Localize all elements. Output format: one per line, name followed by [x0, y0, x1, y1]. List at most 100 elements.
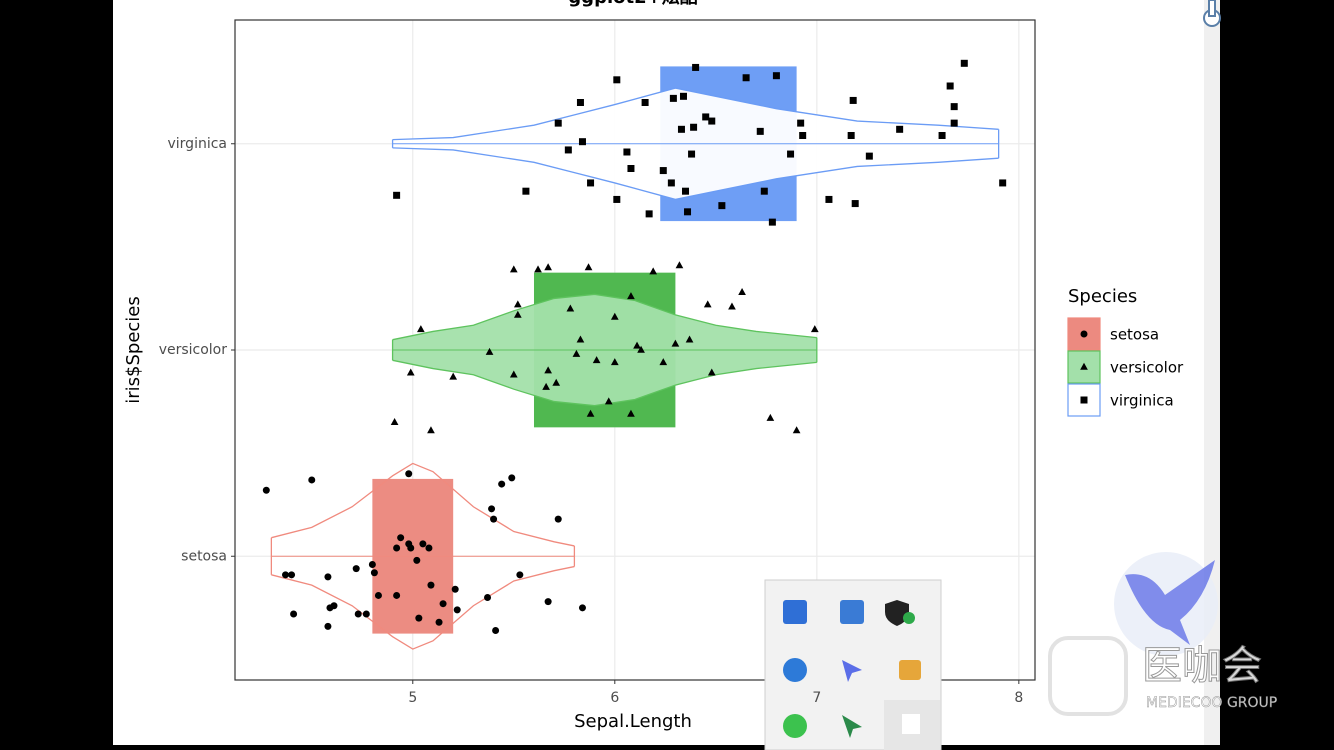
point — [738, 288, 746, 296]
point — [627, 165, 635, 172]
point — [451, 585, 459, 593]
point — [308, 476, 316, 484]
point — [419, 540, 427, 548]
x-tick-label: 6 — [610, 690, 619, 706]
y-axis-title: iris$Species — [123, 296, 144, 404]
point — [498, 480, 506, 488]
point — [702, 113, 710, 121]
legend-key — [1067, 317, 1101, 351]
violin-outline — [392, 293, 817, 341]
point — [262, 486, 270, 494]
point — [756, 127, 764, 135]
point — [576, 99, 584, 106]
point — [578, 604, 586, 612]
tray-icon[interactable] — [885, 600, 909, 626]
point — [649, 267, 658, 275]
point — [439, 600, 447, 608]
point — [637, 345, 645, 353]
point — [413, 556, 421, 564]
tray-icon[interactable] — [842, 660, 862, 682]
point — [354, 610, 362, 618]
tray-icon[interactable] — [783, 600, 807, 624]
point — [742, 74, 750, 82]
point — [627, 409, 635, 417]
point — [374, 591, 382, 599]
point — [427, 426, 435, 434]
logo-mark — [1048, 636, 1128, 716]
point — [587, 179, 595, 187]
point — [960, 59, 968, 67]
x-tick-label: 5 — [408, 690, 417, 706]
point — [659, 167, 667, 175]
point — [610, 358, 619, 366]
point — [703, 300, 712, 308]
point — [792, 426, 801, 434]
point — [368, 561, 376, 568]
point — [950, 119, 958, 127]
point — [645, 210, 653, 218]
point — [397, 534, 405, 542]
point — [797, 119, 805, 127]
point — [641, 99, 649, 106]
point — [544, 366, 552, 374]
tray-icon[interactable] — [783, 714, 807, 738]
tray-icon[interactable] — [840, 600, 864, 624]
point — [825, 195, 833, 203]
tray-icon[interactable] — [902, 714, 920, 734]
legend-title: Species — [1068, 286, 1137, 307]
point — [627, 292, 635, 300]
panel-border — [234, 19, 1036, 681]
tray-icon[interactable] — [783, 658, 807, 682]
point — [851, 200, 859, 208]
point — [623, 148, 631, 156]
point — [768, 218, 776, 226]
point — [516, 571, 524, 579]
point — [484, 594, 492, 601]
point — [324, 573, 332, 581]
tray-icon[interactable] — [842, 715, 862, 738]
point — [362, 610, 370, 618]
point — [946, 82, 954, 90]
point — [684, 208, 692, 216]
legend-point — [1080, 330, 1088, 338]
point — [449, 372, 458, 380]
tray-icon[interactable] — [899, 660, 921, 680]
point — [718, 202, 726, 210]
point — [513, 300, 522, 308]
point — [810, 325, 819, 333]
point — [417, 325, 425, 333]
point — [534, 265, 542, 273]
point — [490, 515, 498, 523]
point — [799, 132, 807, 139]
point — [688, 150, 696, 158]
point — [849, 96, 857, 104]
point — [282, 571, 290, 579]
point — [847, 132, 855, 139]
point — [393, 544, 401, 552]
point — [667, 179, 675, 187]
point — [453, 606, 461, 614]
plot — [231, 19, 1036, 684]
point — [390, 417, 399, 425]
point — [586, 409, 595, 417]
point — [544, 263, 552, 271]
point — [542, 382, 550, 390]
point — [435, 618, 443, 626]
point — [566, 304, 575, 312]
point — [488, 505, 496, 513]
legend: setosa versicolor virginica — [1067, 317, 1184, 417]
point — [492, 627, 500, 634]
scrollbar[interactable] — [1204, 0, 1220, 745]
violin-outline — [271, 565, 575, 650]
x-tick-label: 8 — [1014, 690, 1023, 706]
point — [552, 378, 561, 386]
point — [999, 179, 1007, 187]
point — [393, 191, 401, 199]
point — [787, 150, 795, 158]
logo-bird — [1125, 560, 1215, 645]
point — [669, 94, 677, 102]
point — [564, 146, 572, 154]
watermark-subtext: MEDIECOO GROUP — [1146, 695, 1277, 711]
point — [685, 335, 694, 343]
